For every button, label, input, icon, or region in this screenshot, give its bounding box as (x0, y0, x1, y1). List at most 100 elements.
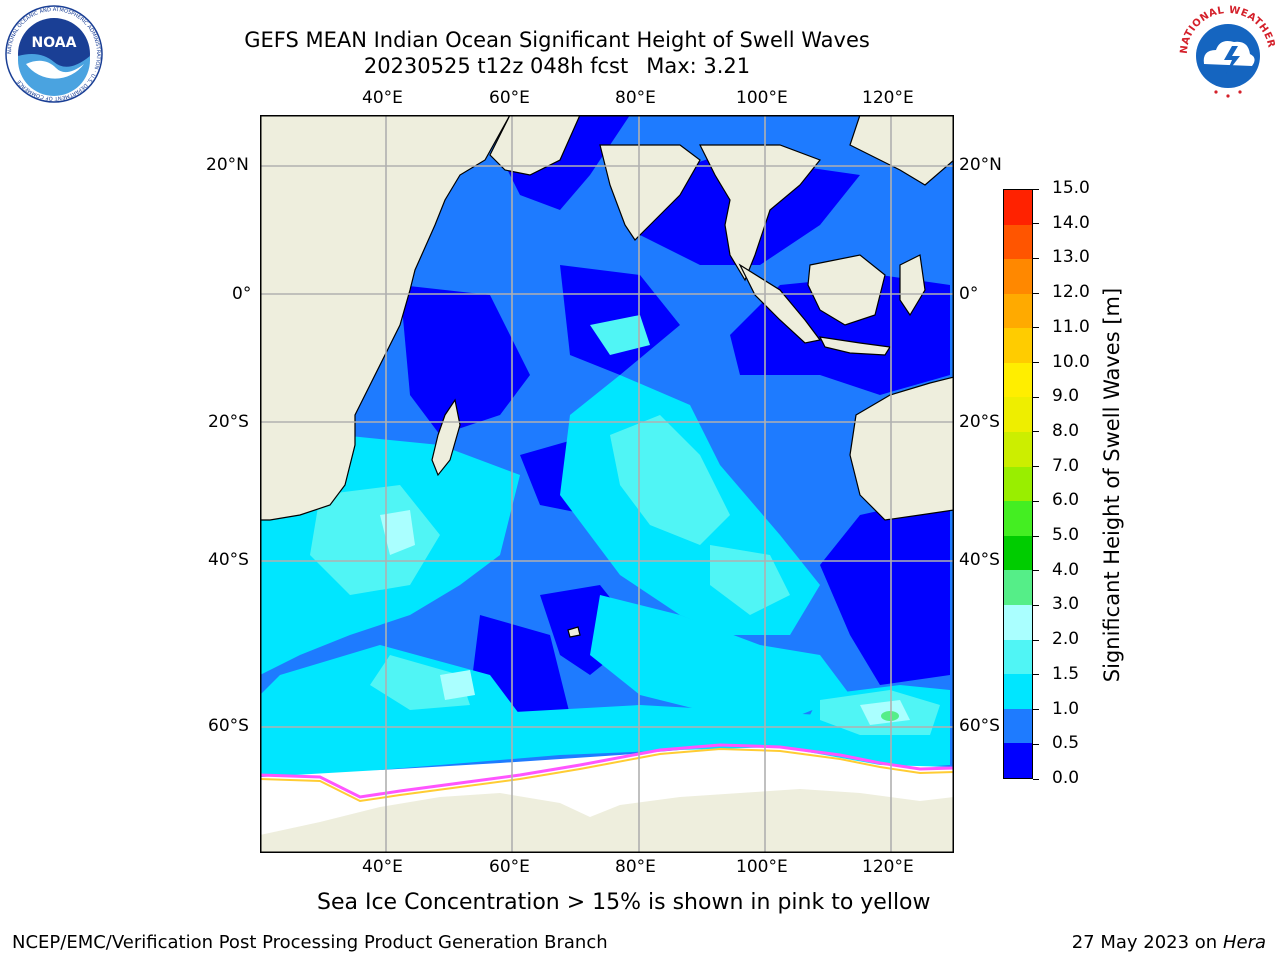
swell-max-spot (881, 711, 899, 721)
lon-label-top-40e: 40°E (362, 88, 403, 108)
colorbar-tick-label: 0.0 (1052, 768, 1080, 788)
colorbar-tick-label: 7.0 (1052, 455, 1080, 476)
colorbar-segment-11 (1004, 362, 1032, 398)
colorbar-tick-label: 8.0 (1052, 420, 1080, 441)
colorbar-segment-5 (1004, 570, 1032, 606)
graticule (260, 115, 954, 853)
se-asia-land (699, 144, 821, 282)
lon-label-bottom-100e: 100°E (736, 857, 788, 877)
lon-label-bottom-40e: 40°E (362, 857, 403, 877)
colorbar-segment-14 (1004, 259, 1032, 294)
colorbar (1003, 189, 1033, 779)
lat-label-right-20s: 20°S (959, 412, 1000, 432)
colorbar-segment-1 (1004, 708, 1032, 744)
colorbar-tick-mark (1033, 639, 1039, 641)
lat-label-right-0: 0° (959, 284, 979, 304)
nws-logo: NATIONAL WEATHER SERVICE (1176, 4, 1276, 100)
lat-label-left-20s: 20°S (208, 412, 249, 432)
australia-land (849, 376, 954, 521)
lat-label-left-60s: 60°S (208, 716, 249, 736)
china-coast-land (849, 115, 954, 186)
colorbar-tick-label: 2.0 (1052, 629, 1080, 650)
colorbar-tick-label: 3.0 (1052, 594, 1080, 615)
noaa-logo: NATIONAL OCEANIC AND ATMOSPHERIC ADMINIS… (5, 5, 103, 103)
colorbar-tick-label: 0.5 (1052, 733, 1080, 754)
colorbar-tick-mark (1033, 535, 1039, 537)
colorbar-segment-7 (1004, 501, 1032, 536)
colorbar-tick-label: 13.0 (1052, 247, 1090, 268)
colorbar-tick-label: 1.0 (1052, 698, 1080, 719)
colorbar-segment-4 (1004, 605, 1032, 640)
colorbar-tick-label: 11.0 (1052, 316, 1090, 337)
borneo-land (807, 254, 886, 326)
lat-label-left-40s: 40°S (208, 550, 249, 570)
lat-label-right-60s: 60°S (959, 716, 1000, 736)
colorbar-tick-mark (1033, 396, 1039, 398)
colorbar-segment-6 (1004, 535, 1032, 571)
colorbar-tick-mark (1033, 743, 1039, 745)
lat-label-left-20n: 20°N (206, 155, 249, 175)
colorbar-segment-13 (1004, 293, 1032, 329)
noaa-logo-text: NOAA (32, 35, 77, 51)
india-land (599, 144, 701, 241)
colorbar-segment-10 (1004, 397, 1032, 433)
map-title: GEFS MEAN Indian Ocean Significant Heigh… (244, 28, 870, 52)
colorbar-tick-mark (1033, 570, 1039, 572)
colorbar-tick-label: 9.0 (1052, 386, 1080, 407)
run-label: 20230525 t12z 048h fcst (363, 54, 629, 78)
colorbar-tick-label: 15.0 (1052, 178, 1090, 198)
colorbar-tick-label: 4.0 (1052, 559, 1080, 580)
java-land (818, 336, 892, 356)
map-panel (260, 115, 954, 853)
colorbar-segment-3 (1004, 639, 1032, 675)
footer-host: Hera (1222, 932, 1266, 953)
lon-label-top-100e: 100°E (736, 88, 788, 108)
colorbar-segment-16 (1004, 189, 1032, 225)
colorbar-tick-label: 5.0 (1052, 525, 1080, 546)
kerguelen-land (567, 626, 581, 638)
colorbar-tick-label: 12.0 (1052, 282, 1090, 303)
colorbar-tick-mark (1033, 500, 1039, 502)
lat-label-right-20n: 20°N (959, 155, 1002, 175)
map-subtitle: 20230525 t12z 048h fcst Max: 3.21 (200, 53, 914, 79)
colorbar-segment-8 (1004, 466, 1032, 502)
colorbar-tick-mark (1033, 674, 1039, 676)
sea-ice-zone (260, 743, 954, 835)
colorbar-tick-label: 1.5 (1052, 663, 1080, 684)
sumatra-land (738, 263, 822, 344)
lon-label-top-60e: 60°E (489, 88, 530, 108)
colorbar-tick-mark (1033, 362, 1039, 364)
colorbar-tick-mark (1033, 223, 1039, 225)
colorbar-label: Significant Height of Swell Waves [m] (1100, 287, 1124, 683)
africa-land (260, 115, 511, 521)
colorbar-segment-2 (1004, 674, 1032, 709)
colorbar-segment-12 (1004, 328, 1032, 363)
colorbar-tick-mark (1033, 778, 1039, 780)
colorbar-segment-0 (1004, 743, 1032, 778)
madagascar-land (431, 398, 461, 477)
lat-label-right-40s: 40°S (959, 550, 1000, 570)
colorbar-tick-mark (1033, 292, 1039, 294)
colorbar-tick-label: 10.0 (1052, 351, 1090, 372)
lon-label-bottom-120e: 120°E (862, 857, 914, 877)
colorbar-tick-mark (1033, 604, 1039, 606)
footer-credit: NCEP/EMC/Verification Post Processing Pr… (12, 932, 608, 953)
lon-label-bottom-60e: 60°E (489, 857, 530, 877)
colorbar-tick-mark (1033, 431, 1039, 433)
lon-label-top-120e: 120°E (862, 88, 914, 108)
colorbar-tick-mark (1033, 709, 1039, 711)
colorbar-tick-mark (1033, 327, 1039, 329)
colorbar-tick-label: 6.0 (1052, 490, 1080, 511)
colorbar-segment-9 (1004, 432, 1032, 467)
lon-label-bottom-80e: 80°E (615, 857, 656, 877)
lon-label-top-80e: 80°E (615, 88, 656, 108)
max-label: Max: 3.21 (646, 54, 751, 78)
sea-ice-note: Sea Ice Concentration > 15% is shown in … (317, 890, 931, 915)
colorbar-tick-mark (1033, 188, 1039, 190)
map-frame (260, 115, 954, 853)
lat-label-left-0: 0° (232, 284, 252, 304)
colorbar-tick-mark (1033, 466, 1039, 468)
footer-date-text: 27 May 2023 on (1071, 932, 1218, 953)
colorbar-tick-label: 14.0 (1052, 212, 1090, 233)
colorbar-segment-15 (1004, 224, 1032, 260)
